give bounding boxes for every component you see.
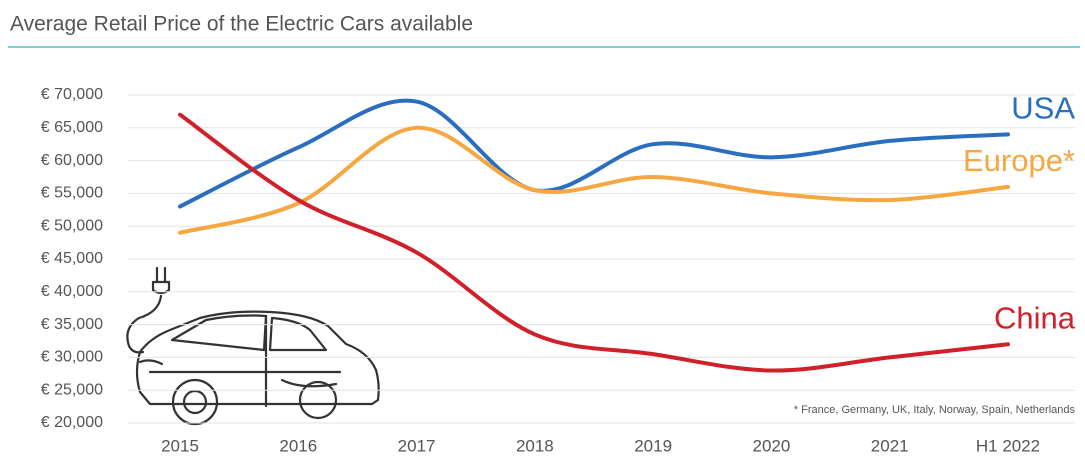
x-tick-label: 2016	[279, 436, 317, 455]
y-tick-label: € 25,000	[41, 381, 103, 398]
x-tick-label: 2017	[398, 436, 436, 455]
y-tick-label: € 70,000	[41, 86, 103, 103]
y-tick-label: € 65,000	[41, 119, 103, 136]
y-tick-label: € 60,000	[41, 152, 103, 169]
x-tick-label: 2020	[753, 436, 791, 455]
y-tick-label: € 40,000	[41, 283, 103, 300]
x-tick-label: 2019	[634, 436, 672, 455]
series-label: USA	[1011, 91, 1075, 126]
y-tick-label: € 20,000	[41, 414, 103, 431]
y-tick-label: € 55,000	[41, 185, 103, 202]
x-tick-label: 2018	[516, 436, 554, 455]
y-tick-label: € 35,000	[41, 316, 103, 333]
chart-title: Average Retail Price of the Electric Car…	[10, 13, 473, 36]
series-label: Europe*	[963, 143, 1075, 178]
x-tick-label: 2021	[871, 436, 909, 455]
series-line	[180, 115, 1008, 371]
chart: Average Retail Price of the Electric Car…	[0, 0, 1085, 460]
x-tick-label: 2015	[161, 436, 199, 455]
y-tick-label: € 50,000	[41, 217, 103, 234]
y-tick-label: € 45,000	[41, 250, 103, 267]
x-tick-label: H1 2022	[976, 436, 1040, 455]
footnote: * France, Germany, UK, Italy, Norway, Sp…	[794, 404, 1076, 416]
series-line	[180, 101, 1008, 207]
series-label: China	[994, 300, 1076, 335]
y-tick-label: € 30,000	[41, 349, 103, 366]
